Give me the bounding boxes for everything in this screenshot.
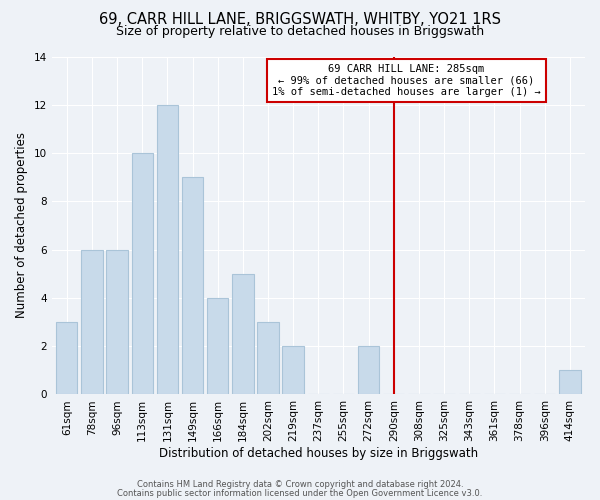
Text: 69 CARR HILL LANE: 285sqm
← 99% of detached houses are smaller (66)
1% of semi-d: 69 CARR HILL LANE: 285sqm ← 99% of detac…	[272, 64, 541, 97]
Bar	[157, 105, 178, 395]
Text: Contains public sector information licensed under the Open Government Licence v3: Contains public sector information licen…	[118, 488, 482, 498]
Bar	[56, 322, 77, 394]
Bar	[283, 346, 304, 395]
Bar	[106, 250, 128, 394]
Bar	[257, 322, 279, 394]
X-axis label: Distribution of detached houses by size in Briggswath: Distribution of detached houses by size …	[159, 447, 478, 460]
Text: 69, CARR HILL LANE, BRIGGSWATH, WHITBY, YO21 1RS: 69, CARR HILL LANE, BRIGGSWATH, WHITBY, …	[99, 12, 501, 28]
Bar	[358, 346, 379, 395]
Bar	[207, 298, 229, 394]
Y-axis label: Number of detached properties: Number of detached properties	[15, 132, 28, 318]
Text: Contains HM Land Registry data © Crown copyright and database right 2024.: Contains HM Land Registry data © Crown c…	[137, 480, 463, 489]
Bar	[81, 250, 103, 394]
Text: Size of property relative to detached houses in Briggswath: Size of property relative to detached ho…	[116, 25, 484, 38]
Bar	[559, 370, 581, 394]
Bar	[232, 274, 254, 394]
Bar	[182, 177, 203, 394]
Bar	[131, 153, 153, 394]
